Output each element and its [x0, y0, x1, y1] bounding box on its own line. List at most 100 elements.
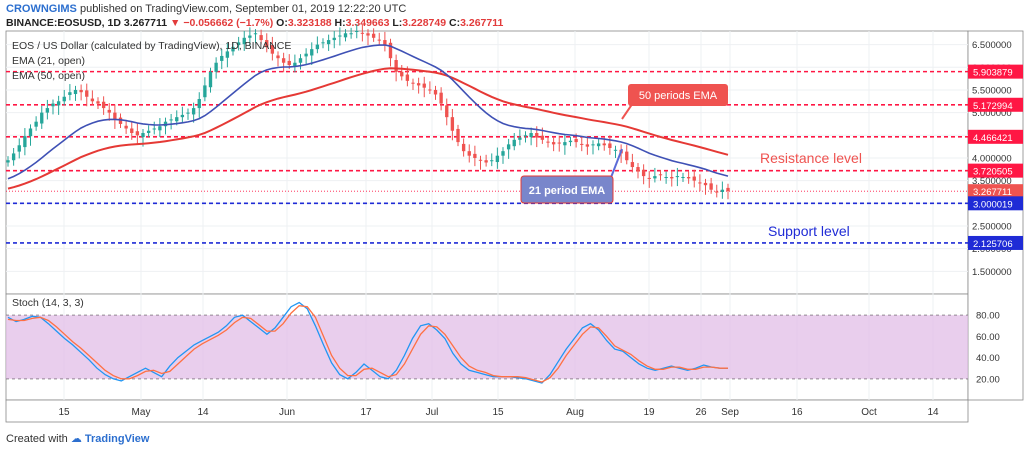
candle-body — [698, 182, 702, 184]
tradingview-link[interactable]: TradingView — [84, 433, 150, 445]
candle-body — [62, 96, 66, 102]
candle-body — [169, 119, 173, 121]
stoch-tick: 80.00 — [976, 311, 1000, 322]
stoch-band — [6, 315, 968, 379]
support-tag — [968, 196, 1023, 211]
price-tick: 2.500000 — [972, 221, 1012, 232]
time-tick: 14 — [927, 407, 939, 418]
candle-body — [40, 112, 44, 124]
price-tick: 5.500000 — [972, 85, 1012, 96]
candle-body — [686, 177, 691, 179]
candle-body — [225, 51, 230, 58]
candles — [6, 24, 730, 200]
candle-body — [445, 105, 449, 118]
candle-body — [585, 144, 590, 147]
time-tick: 19 — [643, 407, 655, 418]
candle-body — [720, 189, 725, 192]
candle-body — [596, 143, 601, 147]
candle-body — [208, 71, 213, 88]
candle-body — [146, 130, 151, 134]
ohlc-header: BINANCE:EOSUSD, 1D 3.267711 ▼ −0.056662 … — [6, 17, 503, 29]
candle-body — [551, 142, 556, 145]
ema21-callout-box — [520, 175, 614, 204]
candle-body — [388, 42, 393, 59]
price-axis[interactable] — [967, 30, 1024, 401]
candle-body — [366, 33, 370, 36]
stoch-legend: Stoch (14, 3, 3) — [12, 297, 84, 309]
candle-body — [265, 40, 269, 47]
candle-body — [506, 144, 511, 150]
candle-body — [608, 143, 612, 148]
candle-body — [68, 92, 72, 95]
last_price-value: 3.267711 — [973, 187, 1012, 198]
candle-body — [113, 112, 117, 120]
last-price: 3.267711 — [123, 17, 168, 29]
candle-body — [428, 89, 432, 91]
candle-body — [636, 167, 640, 172]
candle-body — [118, 117, 123, 124]
time-tick: Sep — [721, 407, 739, 418]
candle-body — [6, 160, 10, 163]
author-link[interactable]: CROWNGIMS — [6, 3, 77, 15]
candle-body — [439, 92, 443, 104]
symbol-label: BINANCE:EOSUSD, 1D — [6, 17, 121, 29]
candle-body — [248, 35, 252, 38]
candle-body — [349, 33, 353, 35]
candle-body — [461, 143, 466, 152]
resistance-tag — [968, 129, 1023, 144]
candle-body — [703, 182, 708, 186]
candle-body — [495, 155, 500, 163]
candle-body — [85, 90, 89, 97]
candle-body — [371, 33, 376, 38]
support-tag — [968, 235, 1023, 250]
candle-body — [124, 125, 128, 129]
candle-body — [130, 128, 134, 134]
candle-body — [535, 133, 539, 138]
candle-body — [51, 103, 55, 107]
candle-body — [175, 117, 179, 122]
time-tick: 15 — [58, 407, 70, 418]
candle-body — [23, 136, 27, 148]
resistance-tag — [968, 163, 1023, 178]
price-change: −0.056662 (−1.7%) — [183, 17, 274, 29]
time-tick: Oct — [861, 407, 877, 418]
ema50-line — [7, 67, 729, 190]
candle-body — [281, 58, 286, 63]
time-tick: May — [132, 407, 151, 418]
candle-body — [473, 153, 477, 158]
candle-body — [11, 153, 16, 161]
publish-info: published on TradingView.com, September … — [79, 3, 407, 15]
candle-body — [394, 60, 398, 72]
candle-body — [580, 143, 584, 145]
candle-body — [343, 33, 348, 38]
level-labels: 5.903879 5.172994 4.466421 3.720505 3.267711… — [968, 64, 1023, 250]
candle-body — [220, 55, 224, 61]
time-tick: 15 — [492, 407, 504, 418]
candle-body — [304, 53, 308, 57]
candle-body — [56, 101, 61, 106]
candle-body — [647, 177, 651, 179]
support-label: Support level — [768, 223, 850, 239]
candle-body — [101, 101, 106, 109]
candle-body — [574, 138, 578, 143]
publish-header: CROWNGIMS published on TradingView.com, … — [6, 3, 406, 15]
time-axis[interactable] — [5, 399, 969, 423]
time-tick: 16 — [791, 407, 803, 418]
stoch-tick: 40.00 — [976, 353, 1000, 364]
resistance-value: 4.466421 — [973, 133, 1013, 144]
price-tick: 4.000000 — [972, 153, 1012, 164]
candle-body — [332, 37, 336, 41]
ema21-callout: 21 period EMA — [520, 148, 623, 204]
candle-body — [529, 133, 533, 138]
resistance-tag — [968, 97, 1023, 112]
candle-body — [658, 174, 663, 176]
candle-body — [293, 62, 297, 67]
candle-body — [450, 117, 455, 131]
down-arrow-icon: ▼ — [170, 17, 181, 29]
candle-body — [135, 131, 140, 136]
candle-body — [17, 145, 21, 152]
candle-body — [180, 114, 185, 118]
candle-body — [355, 31, 359, 32]
candle-body — [591, 144, 595, 146]
